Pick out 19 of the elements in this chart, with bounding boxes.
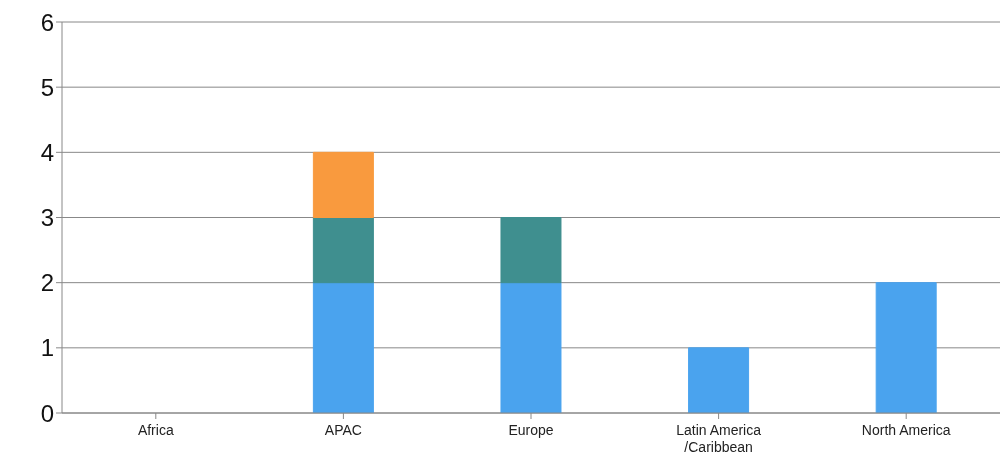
y-tick-label: 1 [40,334,54,362]
x-tick-label: Europe [508,422,554,438]
bar [312,282,374,413]
y-tick-label: 2 [40,269,54,297]
y-tick-label: 5 [40,73,54,101]
bar [312,151,374,218]
y-tick-label: 0 [40,399,54,427]
bar [500,217,562,284]
x-tick-label: Latin America /Caribbean [676,422,762,455]
y-tick-label: 4 [40,138,54,166]
x-tick-label: North America [861,422,951,438]
y-tick-label: 6 [40,8,54,36]
bar [500,282,562,413]
bar [688,347,750,413]
y-tick-label: 3 [40,204,54,232]
bar [312,217,374,284]
bar [875,282,937,413]
x-tick-label: Africa [137,422,174,438]
x-tick-label: APAC [324,422,362,438]
